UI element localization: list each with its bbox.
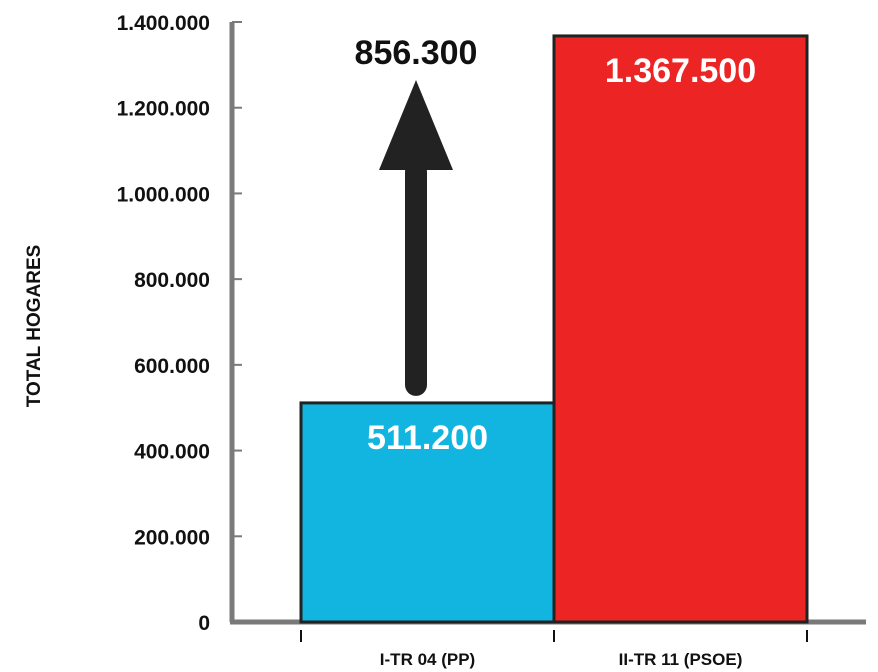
bar-2 xyxy=(552,34,809,624)
y-ticks: 0 200.000 400.000 600.000 800.000 1.000.000 1.… xyxy=(117,12,242,635)
difference-annotation: 856.300 xyxy=(355,34,478,396)
y-tick-label: 200.000 xyxy=(134,526,210,549)
arrow-up-icon xyxy=(379,80,453,170)
y-tick-label: 1.400.000 xyxy=(117,12,210,35)
y-tick-label: 400.000 xyxy=(134,441,210,464)
y-axis-title: TOTAL HOGARES xyxy=(24,245,45,408)
y-tick-label: 800.000 xyxy=(134,269,210,292)
x-category-label: I-TR 04 (PP) xyxy=(380,650,475,669)
y-tick-label: 1.200.000 xyxy=(117,98,210,121)
bar-value-label: 1.367.500 xyxy=(605,52,756,90)
difference-label: 856.300 xyxy=(355,34,478,72)
x-category-label: II-TR 11 (PSOE) xyxy=(619,650,743,669)
bars: 511.200 1.367.500 xyxy=(299,34,809,624)
y-tick-label: 600.000 xyxy=(134,355,210,378)
x-ticks: I-TR 04 (PP) II-TR 11 (PSOE) xyxy=(300,630,808,669)
y-tick-label: 0 xyxy=(198,612,210,635)
bar-value-label: 511.200 xyxy=(367,419,488,457)
y-tick-label: 1.000.000 xyxy=(117,183,210,206)
